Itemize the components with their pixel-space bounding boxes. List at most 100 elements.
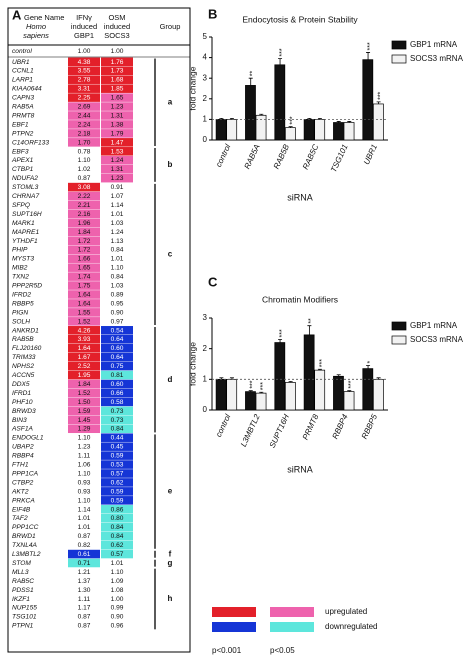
fold-value: 1.84: [78, 229, 91, 236]
fold-value: 0.87: [78, 623, 91, 630]
bar: [333, 375, 344, 411]
fold-value: 1.09: [111, 578, 124, 585]
gene-name: NPHS2: [12, 363, 34, 370]
fold-value: 1.10: [111, 569, 124, 576]
heat-cell: [101, 415, 133, 425]
fold-value: 0.87: [78, 175, 91, 182]
legend-label: upregulated: [325, 607, 367, 616]
fold-value: 1.03: [111, 220, 124, 227]
gene-name: YTHDF1: [12, 238, 38, 245]
heat-cell: [101, 513, 133, 523]
group-label: h: [168, 594, 173, 603]
fold-value: 2.52: [78, 363, 91, 370]
fold-value: 1.01: [111, 256, 124, 263]
error-bar: [248, 77, 253, 86]
heat-cell: [68, 200, 100, 210]
fold-value: 0.90: [111, 614, 124, 621]
gene-name: IFRD2: [12, 291, 31, 298]
fold-value: 0.71: [78, 560, 91, 567]
fold-value: 1.00: [111, 596, 124, 603]
gene-name: AKT2: [11, 488, 29, 495]
legend-swatch: [270, 607, 314, 617]
heat-cell: [101, 451, 133, 460]
fold-value: 1.74: [78, 274, 91, 281]
heat-cell: [101, 406, 133, 416]
gene-name: EBF3: [12, 148, 29, 155]
fold-value: 0.62: [111, 479, 124, 486]
heat-cell: [101, 93, 133, 102]
heat-cell: [101, 155, 133, 165]
error-bar: [278, 339, 283, 343]
fold-value: 1.68: [111, 77, 124, 84]
group-label: g: [168, 558, 173, 567]
heat-cell: [68, 299, 100, 308]
fold-value: 0.45: [111, 444, 124, 451]
heat-cell: [101, 531, 133, 541]
heat-cell: [68, 308, 100, 317]
gene-name: PTPN1: [12, 623, 34, 630]
gene-name: LARP1: [12, 77, 33, 84]
panel-letter: C: [208, 274, 218, 289]
heat-cell: [68, 379, 100, 389]
heat-cell: [68, 75, 100, 84]
gene-name: PRMT8: [12, 112, 35, 119]
fold-value: 0.91: [111, 184, 124, 191]
header-gene: Gene Name: [24, 13, 64, 22]
bar: [343, 391, 355, 411]
legend-swatch: [212, 622, 256, 632]
error-bar: [376, 101, 381, 104]
y-tick-label: 3: [203, 313, 208, 322]
heat-cell: [68, 326, 100, 335]
gene-name: control: [12, 48, 32, 55]
error-bar: [376, 377, 381, 380]
fold-value: 1.24: [111, 229, 124, 236]
header-gbp1: GBP1: [74, 31, 94, 40]
gene-name: MLL3: [12, 569, 29, 576]
error-bar: [259, 113, 264, 116]
heat-cell: [68, 352, 100, 362]
heat-cell: [68, 424, 100, 434]
heat-cell: [101, 469, 133, 478]
gene-name: FTH1: [12, 462, 29, 469]
heat-cell: [101, 397, 133, 407]
header-gbp1: induced: [71, 22, 97, 31]
gene-name: RAB5B: [12, 336, 34, 343]
fold-value: 2.21: [78, 202, 91, 209]
heat-cell: [101, 111, 133, 120]
heat-cell: [101, 147, 133, 156]
heat-cell: [68, 317, 100, 326]
bar: [226, 378, 238, 411]
fold-value: 1.10: [78, 497, 91, 504]
heat-cell: [68, 254, 100, 263]
gene-name: BIN3: [12, 417, 27, 424]
fold-value: 2.44: [78, 112, 91, 119]
y-axis-label: fold change: [187, 66, 197, 110]
heat-cell: [101, 120, 133, 129]
legend-pvalue: p<0.001: [212, 646, 242, 655]
gene-name: L3MBTL2: [12, 551, 41, 558]
fold-value: 2.69: [78, 104, 91, 111]
fold-value: 0.60: [111, 381, 124, 388]
heat-cell: [68, 370, 100, 380]
legend-swatch: [391, 335, 407, 345]
significance: **: [250, 70, 257, 76]
fold-value: 1.31: [111, 166, 124, 173]
heat-cell: [68, 415, 100, 425]
y-tick-label: 3: [203, 73, 208, 82]
gene-name: NDUFA2: [12, 175, 38, 182]
gene-name: ACCN5: [11, 372, 35, 379]
fold-value: 0.96: [111, 623, 124, 630]
gene-name: APEX1: [11, 157, 34, 164]
bar: [215, 119, 227, 141]
gene-name: TXN2: [12, 274, 29, 281]
fold-value: 2.16: [78, 211, 91, 218]
fold-value: 1.01: [111, 211, 124, 218]
fold-value: 1.95: [78, 372, 91, 379]
heat-cell: [68, 281, 100, 290]
error-bar: [336, 374, 341, 377]
panel-letter: A: [12, 7, 22, 22]
fold-value: 0.58: [111, 399, 124, 406]
x-tick-label: RAB5B: [272, 142, 292, 170]
heat-cell: [68, 182, 100, 192]
panel-a-frame: [7, 7, 191, 653]
